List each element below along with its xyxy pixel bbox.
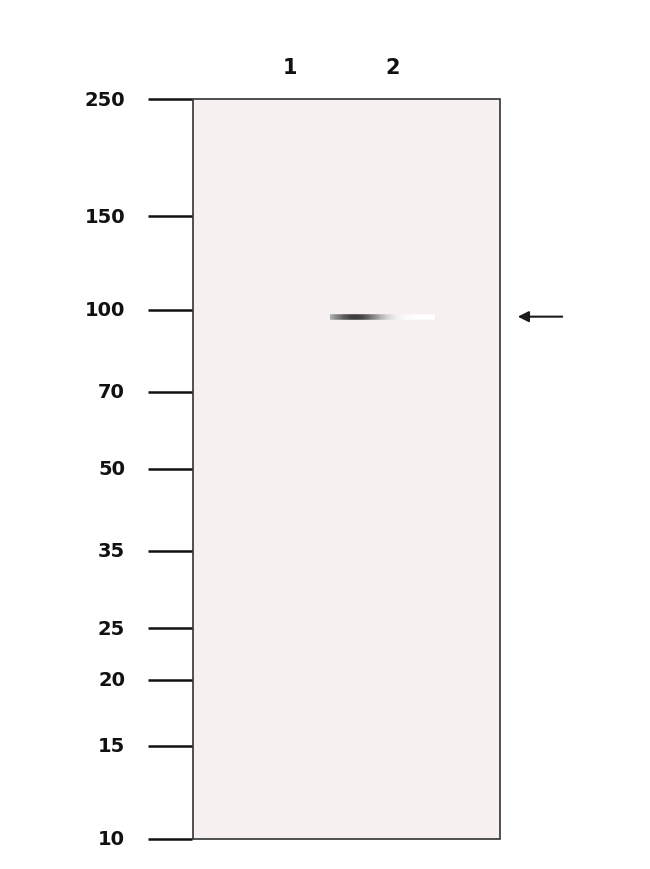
Text: 50: 50 (98, 460, 125, 479)
Text: 70: 70 (98, 382, 125, 401)
Text: 100: 100 (84, 301, 125, 320)
Text: 150: 150 (84, 208, 125, 227)
Text: 20: 20 (98, 670, 125, 689)
Bar (193, 100, 500, 839)
Text: 250: 250 (84, 90, 125, 109)
Text: 35: 35 (98, 542, 125, 561)
Text: 2: 2 (385, 58, 400, 78)
Text: 10: 10 (98, 830, 125, 848)
Text: 1: 1 (283, 58, 297, 78)
Text: 15: 15 (98, 736, 125, 755)
Text: 25: 25 (98, 619, 125, 638)
